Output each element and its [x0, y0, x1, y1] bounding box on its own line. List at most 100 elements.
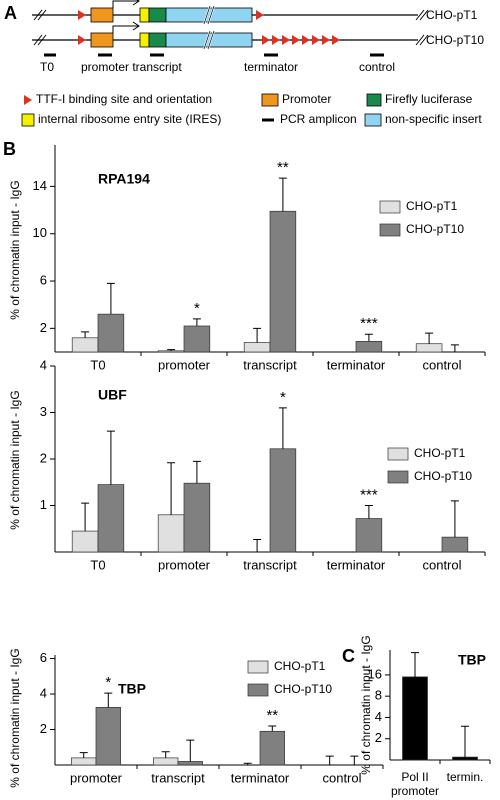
y-tick-label: 16: [368, 666, 382, 681]
bar: [177, 761, 203, 766]
panel-label: B: [3, 139, 16, 159]
panel-label: A: [4, 3, 17, 23]
y-axis-label: % of chromatin input - IgG: [8, 180, 22, 319]
x-tick-label-box: termin.: [446, 770, 484, 784]
chart-title: TBP: [458, 652, 486, 668]
error-bar: [186, 739, 195, 762]
chart-title: RPA194: [98, 171, 150, 187]
error-bar: [461, 725, 469, 758]
error-bar: [268, 725, 277, 732]
x-tick-label: promoter: [70, 770, 123, 785]
legend-label: CHO-pT1: [406, 199, 458, 213]
x-tick-label: control: [422, 557, 461, 572]
error-bar: [104, 692, 113, 708]
error-bar: [450, 344, 459, 352]
y-tick-label: 6: [40, 650, 47, 665]
amplicon-label: terminator: [244, 60, 298, 74]
error-bar: [411, 652, 419, 677]
error-bar: [192, 318, 201, 326]
legend-swatch: [379, 200, 401, 214]
significance-label: *: [105, 674, 111, 691]
significance-label: *: [280, 389, 286, 406]
error-bar: [364, 505, 373, 519]
y-axis-label: % of chromatin input - IgG: [8, 648, 22, 787]
x-tick-label: terminator: [327, 557, 386, 572]
y-tick-label: 4: [375, 709, 382, 724]
y-tick-label: 2: [40, 450, 47, 465]
construct-diagram: [32, 0, 429, 57]
significance-label: **: [266, 707, 278, 724]
y-tick-label: 1: [40, 497, 47, 512]
y-tick-label: 3: [40, 404, 47, 419]
chart-title: TBP: [118, 681, 146, 697]
error-bar: [278, 407, 287, 449]
legend-label: CHO-pT10: [414, 469, 472, 483]
bar: [97, 484, 125, 553]
error-bar: [364, 333, 373, 342]
error-bar: [325, 755, 334, 765]
bar: [452, 756, 478, 761]
bar: [441, 536, 469, 553]
amplicon-label: T0: [40, 60, 54, 74]
legend-label: non-specific insert: [385, 112, 482, 126]
x-tick-label: transcript: [243, 357, 297, 372]
diagram-legend: [21, 93, 382, 127]
bar: [355, 518, 383, 553]
y-tick-label: 2: [40, 721, 47, 736]
legend-swatch: [247, 683, 269, 697]
x-tick-label: termin.: [446, 770, 484, 784]
bar: [71, 530, 99, 553]
error-bar: [253, 538, 262, 552]
x-tick-label: T0: [90, 557, 105, 572]
y-axis-label: % of chromatin input - IgG: [359, 635, 373, 774]
legend-label: internal ribosome entry site (IRES): [38, 112, 221, 126]
legend-label: CHO-pT1: [414, 446, 466, 460]
x-tick-label: promoter: [158, 557, 211, 572]
bar: [183, 325, 211, 353]
error-bar: [450, 500, 459, 538]
y-tick-label: 10: [33, 225, 47, 240]
x-tick-label: control: [322, 770, 361, 785]
legend-label: Promoter: [282, 92, 331, 106]
bar: [355, 341, 383, 353]
amplicon-label: promoter: [81, 60, 129, 74]
error-bar: [106, 430, 115, 485]
x-tick-label: T0: [90, 357, 105, 372]
bar: [259, 730, 285, 766]
x-tick-label: terminator: [231, 770, 290, 785]
error-bar: [81, 502, 90, 532]
legend-label: TTF-I binding site and orientation: [36, 92, 212, 106]
chart-title: UBF: [98, 387, 127, 403]
significance-label: *: [194, 300, 200, 317]
bar: [153, 757, 179, 766]
x-tick-label: transcript: [243, 557, 297, 572]
legend-label: PCR amplicon: [280, 112, 357, 126]
significance-label: ***: [360, 486, 378, 503]
panel-label: C: [342, 646, 355, 666]
bar: [97, 313, 125, 353]
y-tick-label: 2: [375, 730, 382, 745]
construct-label: CHO-pT10: [426, 33, 484, 47]
bar: [415, 343, 443, 353]
y-tick-label: 14: [33, 178, 47, 193]
error-bar: [253, 327, 262, 343]
y-axis-label: % of chromatin input - IgG: [8, 390, 22, 529]
legend-label: Firefly luciferase: [385, 92, 473, 106]
bar: [183, 482, 211, 553]
bar: [269, 448, 297, 553]
x-tick-label: promoter: [158, 357, 211, 372]
bar: [95, 706, 121, 766]
error-bar: [167, 349, 176, 351]
error-bar: [278, 177, 287, 212]
error-bar: [167, 462, 176, 515]
y-tick-label: 4: [40, 685, 47, 700]
bar: [71, 337, 99, 353]
legend-swatch: [387, 447, 409, 461]
legend-label: CHO-pT1: [274, 659, 326, 673]
amplicon-label: transcript: [132, 60, 182, 74]
error-bar: [161, 751, 170, 758]
y-tick-label: 4: [40, 357, 47, 372]
bar: [71, 757, 97, 766]
